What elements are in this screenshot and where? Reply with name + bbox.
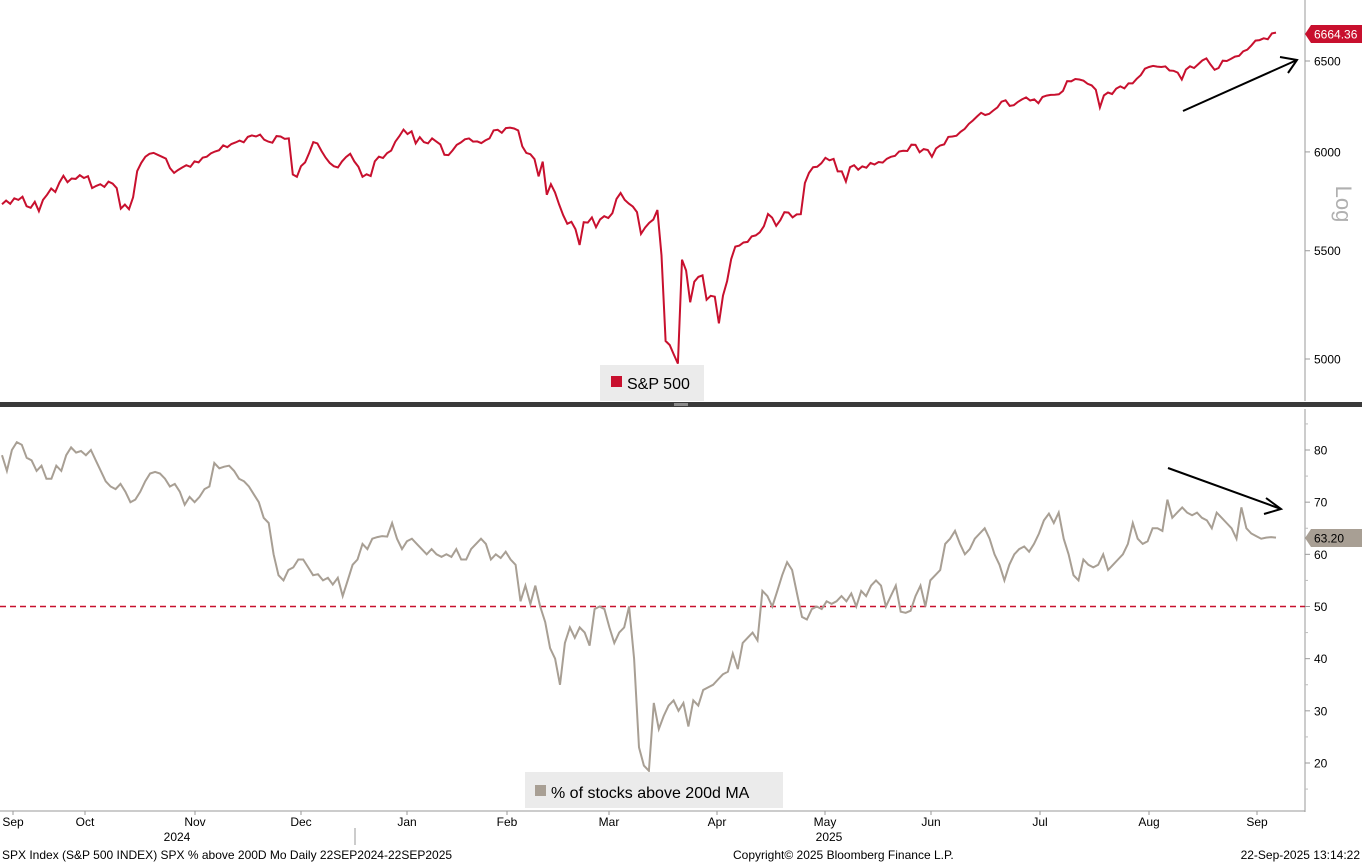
rising-trend-arrow [1182, 56, 1299, 112]
x-tick-label-aug-11: Aug [1138, 815, 1159, 829]
pct-y-tick-label-30: 30 [1314, 704, 1328, 718]
x-tick-label-feb-5: Feb [497, 815, 518, 829]
log-scale-label: Log [1331, 186, 1356, 223]
pct-last-value-tag: 63.20 [1305, 529, 1362, 547]
x-tick-label-mar-6: Mar [599, 815, 620, 829]
pct-y-tick-label-40: 40 [1314, 652, 1328, 666]
footer-left: SPX Index (S&P 500 INDEX) SPX % above 20… [2, 848, 452, 862]
bottom-y-axis: 20 30 40 50 60 70 80 [1305, 423, 1328, 790]
x-tick-label-jun-9: Jun [921, 815, 940, 829]
x-tick-label-dec-3: Dec [290, 815, 311, 829]
svg-text:S&P 500: S&P 500 [627, 376, 690, 393]
sp500-y-tick-label-5000: 5000 [1314, 353, 1341, 367]
pct-y-tick-label-50: 50 [1314, 600, 1328, 614]
svg-text:63.20: 63.20 [1314, 532, 1344, 546]
x-tick-label-sep-0: Sep [2, 815, 24, 829]
legend-sp500: S&P 500 [600, 365, 704, 401]
x-tick-label-nov-2: Nov [184, 815, 205, 829]
pct-y-tick-label-80: 80 [1314, 444, 1328, 458]
legend-swatch-pct [535, 785, 546, 796]
legend-pct-above-200d: % of stocks above 200d MA [525, 772, 783, 808]
sp500-y-tick-label-6000: 6000 [1314, 145, 1341, 159]
pct-y-tick-label-20: 20 [1314, 757, 1328, 771]
series-line-pct-above-200d [1, 440, 1277, 774]
footer-copyright: Copyright© 2025 Bloomberg Finance L.P. [733, 848, 954, 862]
x-tick-label-jan-4: Jan [397, 815, 416, 829]
x-tick-label-sep-12: Sep [1246, 815, 1268, 829]
svg-text:6664.36: 6664.36 [1314, 28, 1358, 42]
footer-timestamp: 22-Sep-2025 13:14:22 [1241, 848, 1361, 862]
sp500-y-tick-label-5500: 5500 [1314, 244, 1341, 258]
x-tick-label-oct-1: Oct [76, 815, 95, 829]
top-y-axis: 5000 5500 6000 6500 [1305, 55, 1341, 367]
declining-trend-arrow [1167, 467, 1284, 515]
legend-swatch-sp500 [611, 376, 622, 387]
series-line-sp500 [1, 31, 1277, 365]
x-axis: Sep Oct Nov Dec Jan Feb Mar Apr May Jun Jul Aug Sep 2… [2, 811, 1268, 844]
x-tick-label-may-8: May [814, 815, 837, 829]
sp500-y-tick-label-6500: 6500 [1314, 55, 1341, 69]
svg-text:% of stocks above 200d MA: % of stocks above 200d MA [551, 785, 750, 802]
sp500-last-value-tag: 6664.36 [1305, 25, 1362, 43]
x-tick-label-jul-10: Jul [1032, 815, 1047, 829]
x-year-label-2024: 2024 [164, 830, 191, 844]
x-tick-label-apr-7: Apr [708, 815, 727, 829]
x-year-label-2025: 2025 [816, 830, 843, 844]
pct-y-tick-label-60: 60 [1314, 548, 1328, 562]
pct-y-tick-label-70: 70 [1314, 496, 1328, 510]
panel-divider-grip[interactable] [674, 403, 688, 406]
